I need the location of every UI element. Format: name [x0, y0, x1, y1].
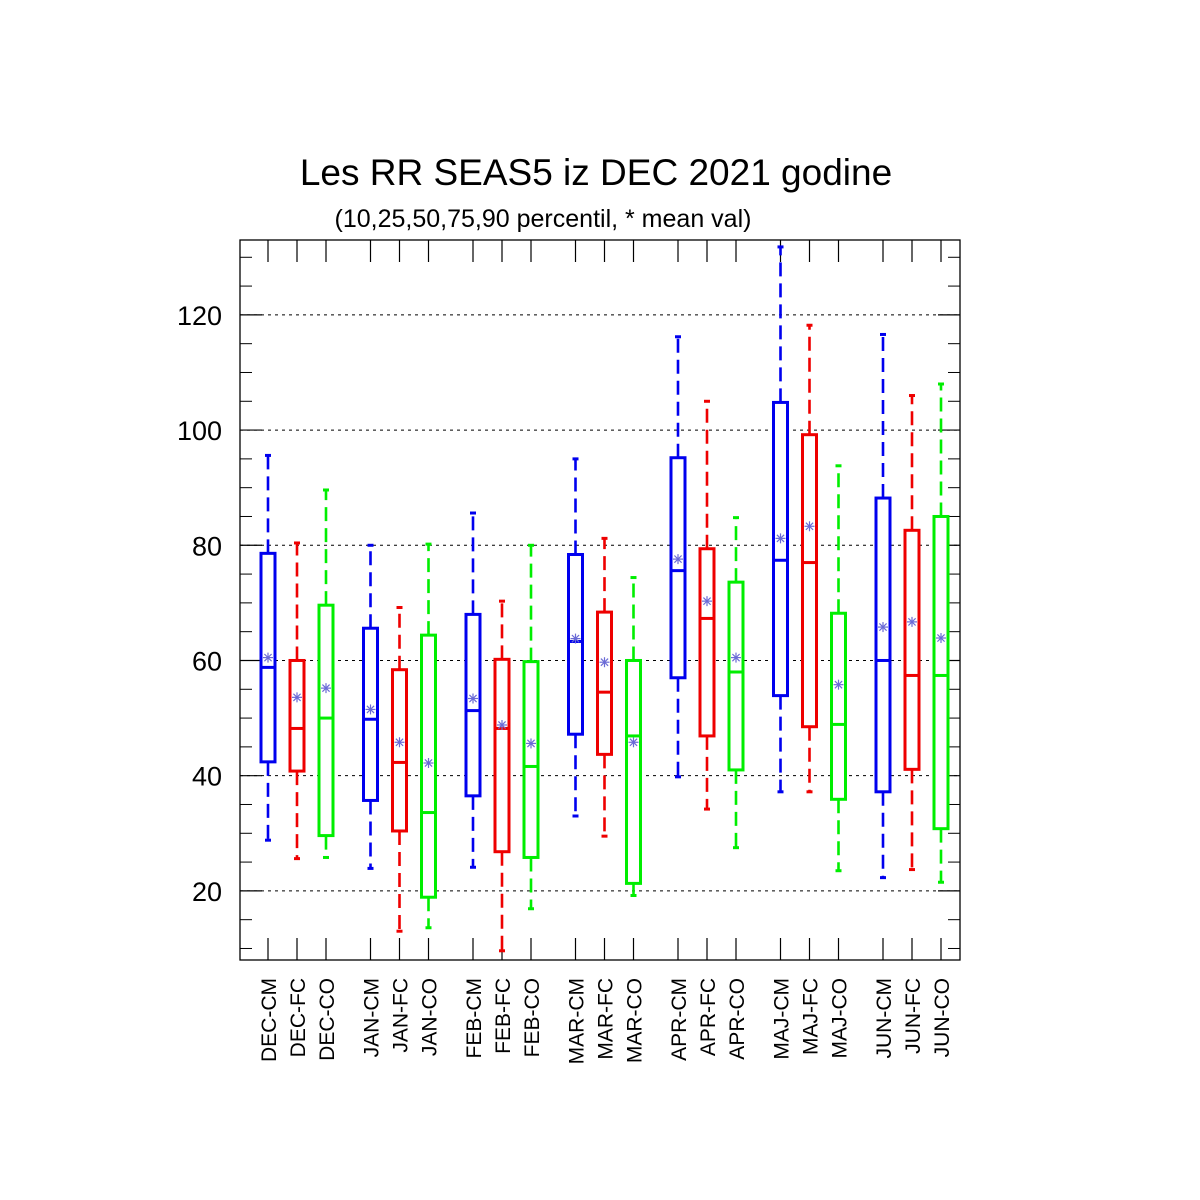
iqr-box	[801, 433, 818, 729]
y-tick-label: 20	[192, 877, 222, 907]
box-dec-co	[317, 488, 335, 859]
x-tick-label: JAN-FC	[390, 978, 413, 1053]
grid-lines	[240, 314, 960, 892]
x-tick-label: JUN-CO	[931, 978, 954, 1057]
mean-marker	[394, 737, 405, 748]
mean-marker	[423, 758, 434, 769]
box-jan-fc	[391, 605, 408, 933]
plot-frame	[239, 239, 961, 961]
mean-marker	[702, 596, 712, 607]
box-mar-cm	[567, 457, 584, 818]
y-tick-labels: 20 40 60 80 100 120	[177, 301, 222, 907]
mean-marker	[570, 633, 581, 644]
mean-marker	[833, 679, 844, 690]
box-jan-co	[420, 542, 437, 930]
iqr-box	[493, 657, 511, 854]
box-maj-co	[830, 464, 847, 873]
iqr-box	[830, 611, 847, 801]
y-tick-label: 60	[192, 646, 222, 676]
iqr-box	[698, 547, 716, 738]
mean-marker	[599, 657, 610, 668]
x-tick-label: APR-CM	[668, 978, 691, 1061]
iqr-box	[288, 658, 306, 773]
mean-marker	[673, 554, 683, 565]
x-tick-label: MAR-FC	[595, 978, 618, 1060]
x-tick-label: MAR-CO	[624, 978, 647, 1063]
iqr-box	[874, 496, 892, 794]
iqr-box	[391, 668, 408, 833]
iqr-box	[669, 456, 687, 680]
chart-subtitle: (10,25,50,75,90 percentil, * mean val)	[335, 205, 752, 233]
x-tick-labels: DEC-CM DEC-FC DEC-CO JAN-CM JAN-FC JAN-CO FEB-…	[258, 978, 954, 1064]
mean-marker	[468, 693, 478, 704]
iqr-box	[522, 660, 540, 859]
mean-marker	[878, 622, 888, 633]
x-tick-label: JAN-CO	[419, 978, 442, 1056]
mean-marker	[526, 738, 536, 749]
x-tick-label: APR-FC	[697, 978, 720, 1056]
x-tick-label: DEC-CM	[258, 978, 281, 1062]
y-tick-label: 80	[192, 531, 222, 561]
box-maj-fc	[801, 323, 818, 794]
x-tick-label: FEB-FC	[492, 978, 515, 1054]
iqr-box	[932, 514, 950, 831]
x-tick-label: DEC-CO	[316, 978, 339, 1061]
mean-marker	[775, 533, 786, 544]
iqr-box	[903, 528, 921, 771]
x-tick-label: JUN-CM	[873, 978, 896, 1058]
box-dec-cm	[259, 453, 277, 842]
x-tick-label: FEB-CM	[463, 978, 486, 1059]
box-jun-fc	[903, 394, 921, 872]
iqr-box	[317, 603, 335, 838]
iqr-box	[567, 552, 584, 736]
mean-marker	[628, 737, 639, 748]
box-mar-co	[625, 576, 642, 897]
y-tick-label: 100	[177, 416, 222, 446]
box-feb-co	[522, 543, 540, 911]
x-tick-label: MAR-CM	[566, 978, 589, 1064]
box-feb-fc	[493, 599, 511, 953]
box-jun-co	[932, 382, 950, 884]
mean-marker	[292, 692, 302, 703]
iqr-box	[727, 580, 745, 772]
box-dec-fc	[288, 541, 306, 861]
iqr-box	[625, 658, 642, 885]
box-apr-cm	[669, 335, 687, 779]
iqr-box	[772, 400, 789, 698]
mean-marker	[263, 652, 273, 663]
chart-title: Les RR SEAS5 iz DEC 2021 godine	[300, 152, 892, 193]
box-jan-cm	[362, 543, 379, 870]
x-tick-label: APR-CO	[726, 978, 749, 1060]
mean-marker	[321, 683, 331, 694]
mean-marker	[804, 521, 815, 532]
mean-marker	[907, 616, 917, 627]
x-tick-label: MAJ-FC	[800, 978, 823, 1055]
x-tick-label: JUN-FC	[902, 978, 925, 1054]
mean-marker	[497, 719, 507, 730]
box-maj-cm	[772, 245, 789, 794]
x-tick-label: FEB-CO	[521, 978, 544, 1057]
x-tick-label: MAJ-CO	[829, 978, 852, 1059]
mean-marker	[936, 633, 946, 644]
box-feb-cm	[464, 511, 482, 869]
box-apr-fc	[698, 399, 716, 811]
box-apr-co	[727, 516, 745, 850]
box-mar-fc	[596, 536, 613, 838]
iqr-box	[464, 612, 482, 798]
box-jun-cm	[874, 332, 892, 880]
boxes	[259, 245, 950, 953]
mean-marker	[731, 652, 741, 663]
y-tick-label: 120	[177, 301, 222, 331]
x-tick-label: MAJ-CM	[771, 978, 794, 1060]
x-tick-label: JAN-CM	[361, 978, 384, 1057]
y-tick-label: 40	[192, 762, 222, 792]
mean-marker	[365, 704, 376, 715]
iqr-box	[596, 610, 613, 756]
x-tick-label: DEC-FC	[287, 978, 310, 1057]
